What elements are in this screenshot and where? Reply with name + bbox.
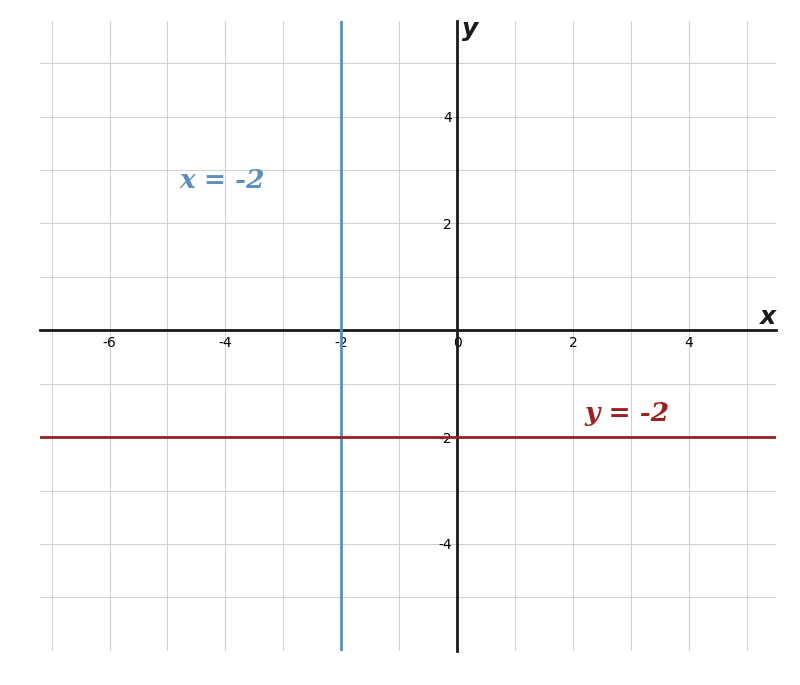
Text: x = -2: x = -2: [179, 169, 265, 193]
Text: y: y: [462, 16, 478, 40]
Text: y = -2: y = -2: [585, 401, 670, 425]
Text: x: x: [759, 305, 775, 329]
